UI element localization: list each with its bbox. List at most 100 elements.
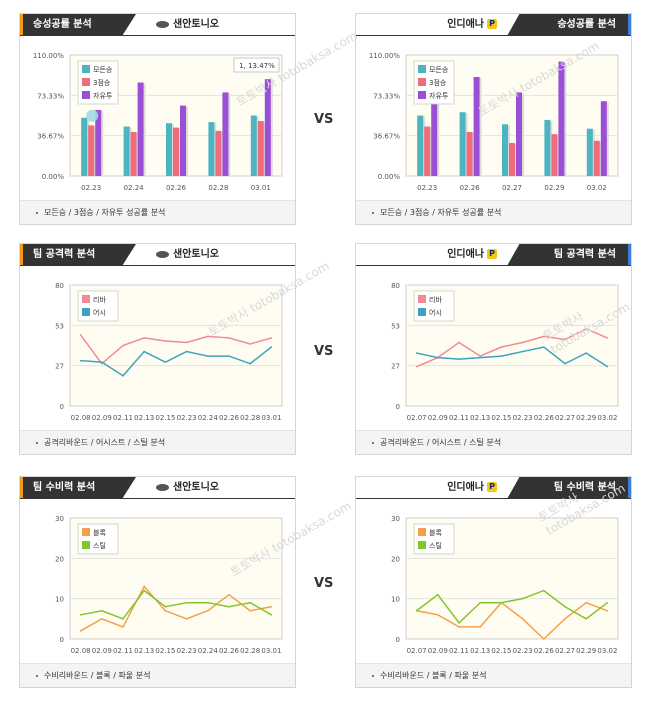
y-tick-label: 110.00% bbox=[33, 52, 64, 60]
x-tick-label: 02.07 bbox=[407, 647, 427, 655]
bar bbox=[95, 110, 102, 176]
x-tick-label: 02.08 bbox=[71, 414, 91, 422]
data-point bbox=[585, 618, 587, 620]
x-tick-label: 02.28 bbox=[208, 184, 228, 192]
x-tick-label: 03.01 bbox=[261, 414, 281, 422]
legend-swatch bbox=[82, 308, 90, 316]
y-tick-label: 27 bbox=[391, 363, 400, 371]
data-point bbox=[458, 622, 460, 624]
x-tick-label: 02.27 bbox=[502, 184, 522, 192]
data-point bbox=[458, 341, 460, 344]
x-tick-label: 02.23 bbox=[513, 647, 533, 655]
x-tick-label: 02.29 bbox=[576, 647, 596, 655]
bar-chart: 0.00% 36.67% 73.33% 110.00% 02.23 02.26 02.27 0… bbox=[369, 52, 619, 192]
vs-label: VS bbox=[314, 576, 334, 591]
bar bbox=[593, 140, 600, 176]
y-tick-label: 20 bbox=[391, 555, 400, 563]
data-point bbox=[606, 609, 609, 612]
panel-header: 승성공률 분석 샌안토니오 bbox=[20, 14, 295, 36]
data-point bbox=[143, 589, 145, 592]
data-point bbox=[564, 362, 566, 365]
x-tick-label: 02.09 bbox=[92, 647, 112, 655]
data-point bbox=[458, 626, 460, 628]
data-point bbox=[122, 626, 124, 628]
series-line bbox=[416, 346, 608, 368]
x-tick-label: 02.13 bbox=[470, 414, 490, 422]
series-line bbox=[416, 601, 608, 641]
x-tick-label: 02.08 bbox=[71, 647, 91, 655]
panel-footer: 수비리바운드 / 블록 / 파울 분석 bbox=[356, 663, 631, 687]
legend-label: 어시 bbox=[93, 308, 106, 317]
bar bbox=[250, 115, 257, 176]
x-tick-label: 03.02 bbox=[587, 184, 607, 192]
y-tick-label: 0.00% bbox=[42, 173, 65, 181]
legend-swatch bbox=[418, 541, 426, 549]
bar bbox=[417, 115, 424, 176]
data-point bbox=[543, 346, 545, 348]
series-line bbox=[416, 589, 608, 624]
tooltip-box bbox=[233, 57, 280, 73]
data-point bbox=[164, 340, 167, 342]
legend-swatch bbox=[82, 91, 90, 99]
data-point bbox=[207, 609, 209, 612]
section-title: 팀 수비력 분석 bbox=[507, 477, 631, 499]
team-name-right: 인디애나 P bbox=[447, 477, 497, 499]
data-point bbox=[585, 601, 587, 604]
data-point bbox=[521, 350, 524, 353]
series-line bbox=[416, 328, 608, 368]
x-tick-label: 02.26 bbox=[534, 647, 555, 655]
data-point bbox=[249, 609, 251, 612]
panel-header: 팀 수비력 분석 인디애나 P bbox=[356, 477, 631, 499]
data-point bbox=[415, 365, 418, 368]
panel-header: 팀 공격력 분석 인디애나 P bbox=[356, 244, 631, 266]
bar bbox=[431, 81, 438, 176]
x-tick-label: 02.09 bbox=[92, 414, 112, 422]
y-tick-label: 10 bbox=[55, 596, 64, 604]
x-tick-label: 02.09 bbox=[428, 414, 448, 422]
data-point bbox=[79, 334, 82, 336]
data-point bbox=[164, 609, 167, 612]
bar bbox=[257, 121, 264, 176]
legend-label: 자유투 bbox=[429, 91, 449, 100]
bar bbox=[600, 101, 607, 176]
panel-footer: 공격리바운드 / 어시스트 / 스틸 분석 bbox=[20, 430, 295, 454]
bar bbox=[586, 128, 593, 176]
pacers-logo-icon: P bbox=[487, 482, 497, 492]
x-tick-label: 02.15 bbox=[491, 414, 511, 422]
data-point bbox=[543, 638, 545, 640]
bar bbox=[516, 92, 522, 176]
x-tick-label: 02.15 bbox=[155, 647, 175, 655]
data-point bbox=[270, 614, 273, 616]
data-point bbox=[564, 605, 566, 608]
section-title: 팀 공격력 분석 bbox=[20, 244, 136, 266]
legend-label: 자유투 bbox=[93, 91, 113, 100]
bar bbox=[137, 82, 144, 176]
data-point bbox=[101, 361, 103, 363]
panel-header: 승성공률 분석 인디애나 P bbox=[356, 14, 631, 36]
legend-label: 블록 bbox=[429, 528, 442, 537]
series-line bbox=[79, 334, 272, 365]
y-tick-label: 73.33% bbox=[373, 92, 400, 100]
data-point bbox=[270, 605, 273, 608]
x-tick-label: 02.13 bbox=[134, 647, 154, 655]
legend-label: 리바 bbox=[429, 295, 442, 304]
y-tick-label: 0 bbox=[60, 636, 64, 644]
team-name-right: 인디애나 P bbox=[447, 244, 497, 266]
x-tick-label: 02.09 bbox=[428, 647, 448, 655]
x-tick-label: 03.02 bbox=[597, 647, 617, 655]
data-point bbox=[101, 609, 103, 612]
data-point bbox=[479, 355, 481, 357]
bar bbox=[551, 134, 558, 176]
y-tick-label: 0 bbox=[396, 403, 400, 411]
x-tick-label: 02.15 bbox=[491, 647, 511, 655]
y-tick-label: 30 bbox=[55, 515, 64, 523]
y-tick-label: 0 bbox=[396, 636, 400, 644]
data-point bbox=[79, 630, 82, 632]
legend-label: 스틸 bbox=[93, 542, 106, 550]
y-tick-label: 36.67% bbox=[37, 133, 64, 141]
data-point bbox=[249, 601, 251, 604]
data-point bbox=[270, 346, 273, 348]
